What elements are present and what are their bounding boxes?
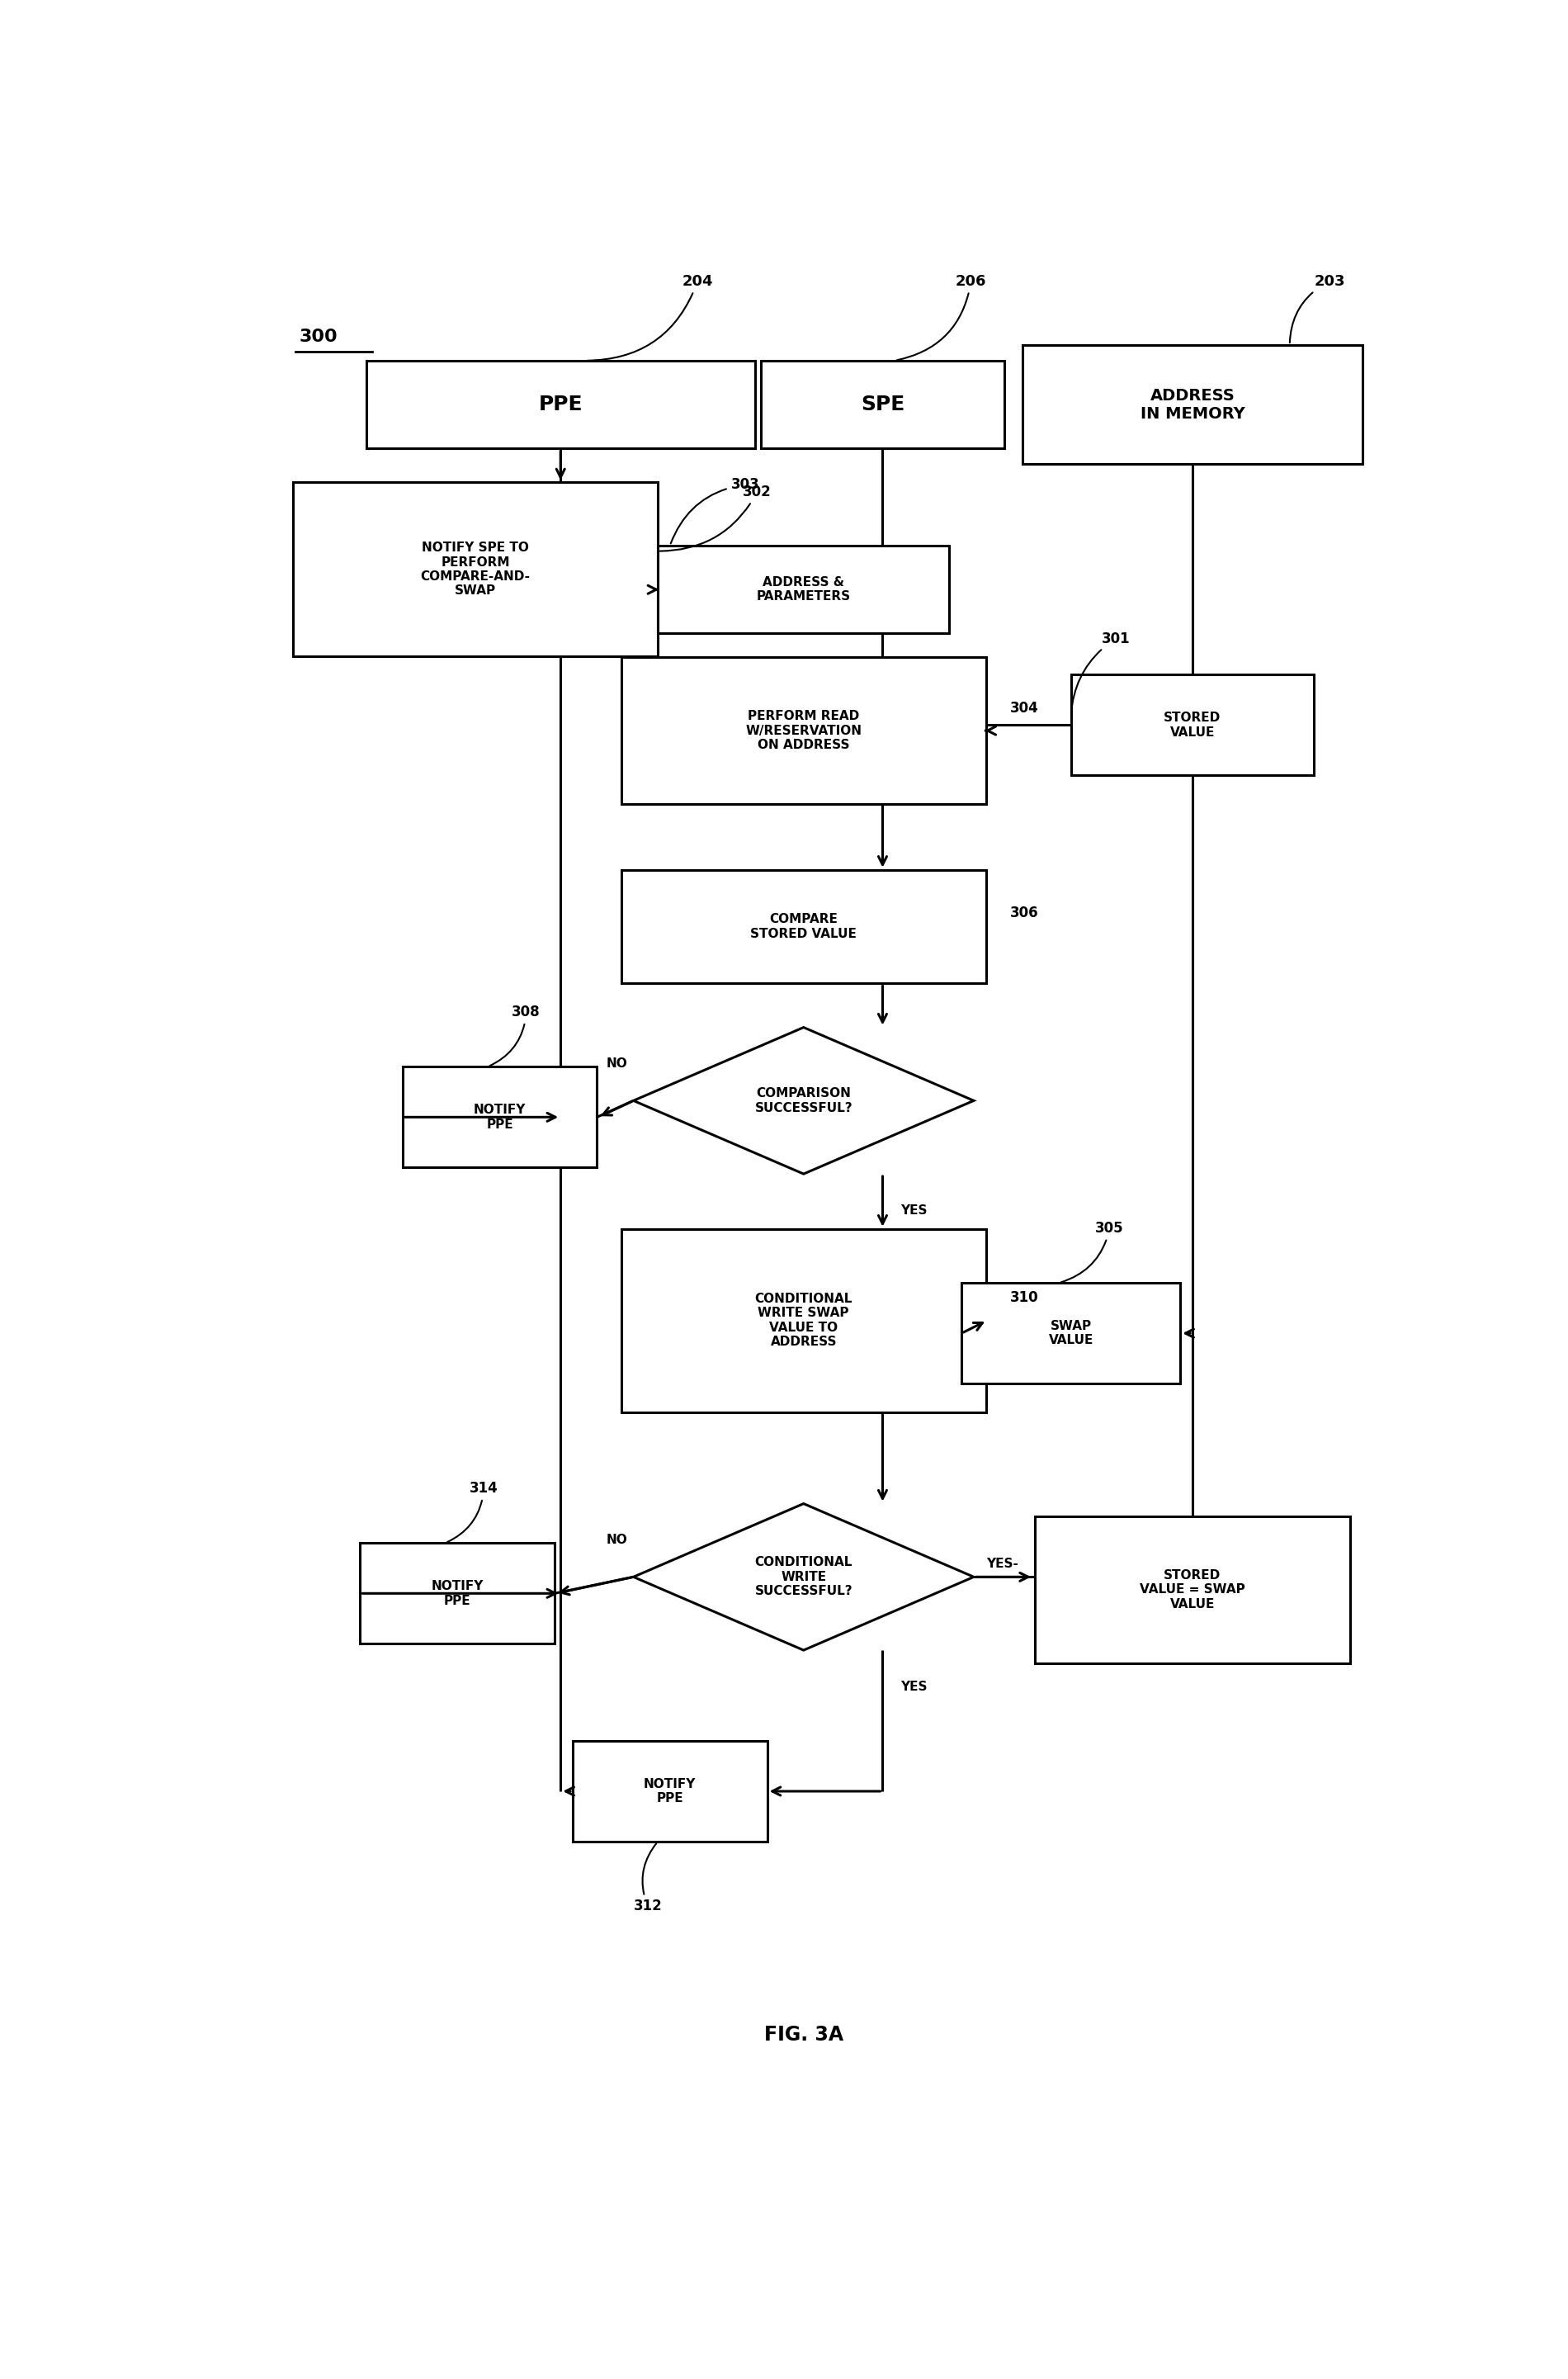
Text: 301: 301 — [1071, 630, 1131, 714]
FancyBboxPatch shape — [293, 483, 659, 657]
FancyBboxPatch shape — [961, 1282, 1181, 1385]
Polygon shape — [633, 1028, 974, 1173]
Text: SWAP
VALUE: SWAP VALUE — [1049, 1320, 1093, 1347]
Text: 306: 306 — [1010, 906, 1038, 921]
Text: 300: 300 — [299, 328, 337, 345]
Text: NOTIFY SPE TO
PERFORM
COMPARE-AND-
SWAP: NOTIFY SPE TO PERFORM COMPARE-AND- SWAP — [420, 542, 530, 597]
Text: CONDITIONAL
WRITE
SUCCESSFUL?: CONDITIONAL WRITE SUCCESSFUL? — [754, 1556, 853, 1596]
Text: NOTIFY
PPE: NOTIFY PPE — [644, 1777, 696, 1806]
FancyBboxPatch shape — [621, 657, 986, 804]
FancyBboxPatch shape — [403, 1066, 597, 1168]
FancyBboxPatch shape — [760, 362, 1004, 450]
Polygon shape — [633, 1504, 974, 1651]
Text: FIG. 3A: FIG. 3A — [764, 2025, 844, 2046]
FancyBboxPatch shape — [365, 362, 754, 450]
Text: CONDITIONAL
WRITE SWAP
VALUE TO
ADDRESS: CONDITIONAL WRITE SWAP VALUE TO ADDRESS — [754, 1292, 853, 1349]
Text: 304: 304 — [1010, 702, 1040, 716]
FancyBboxPatch shape — [572, 1741, 767, 1841]
Text: 203: 203 — [1290, 274, 1345, 343]
Text: STORED
VALUE: STORED VALUE — [1163, 711, 1221, 737]
Text: ADDRESS
IN MEMORY: ADDRESS IN MEMORY — [1140, 388, 1245, 421]
Text: 302: 302 — [660, 485, 771, 552]
Text: 314: 314 — [447, 1482, 499, 1542]
Text: COMPARE
STORED VALUE: COMPARE STORED VALUE — [751, 914, 856, 940]
Text: YES: YES — [900, 1204, 928, 1216]
Text: YES-: YES- — [986, 1558, 1018, 1570]
Text: 206: 206 — [897, 274, 986, 359]
Text: 303: 303 — [671, 478, 759, 542]
Text: YES: YES — [900, 1680, 928, 1694]
Text: NO: NO — [607, 1059, 627, 1071]
FancyBboxPatch shape — [621, 871, 986, 983]
Text: 204: 204 — [586, 274, 713, 362]
Text: 308: 308 — [489, 1004, 541, 1066]
Text: 305: 305 — [1062, 1220, 1124, 1282]
Text: SPE: SPE — [861, 395, 905, 414]
FancyBboxPatch shape — [1022, 345, 1363, 464]
Text: STORED
VALUE = SWAP
VALUE: STORED VALUE = SWAP VALUE — [1140, 1570, 1245, 1611]
FancyBboxPatch shape — [659, 545, 950, 633]
Text: 310: 310 — [1010, 1289, 1038, 1306]
FancyBboxPatch shape — [1035, 1515, 1350, 1663]
Text: PPE: PPE — [538, 395, 583, 414]
Text: COMPARISON
SUCCESSFUL?: COMPARISON SUCCESSFUL? — [754, 1087, 853, 1113]
FancyBboxPatch shape — [1071, 676, 1314, 776]
Text: PERFORM READ
W/RESERVATION
ON ADDRESS: PERFORM READ W/RESERVATION ON ADDRESS — [745, 709, 862, 752]
Text: 312: 312 — [633, 1844, 662, 1913]
Text: NOTIFY
PPE: NOTIFY PPE — [474, 1104, 525, 1130]
Text: NO: NO — [607, 1534, 627, 1546]
Text: ADDRESS &
PARAMETERS: ADDRESS & PARAMETERS — [756, 576, 851, 602]
Text: NOTIFY
PPE: NOTIFY PPE — [431, 1580, 483, 1606]
FancyBboxPatch shape — [361, 1544, 555, 1644]
FancyBboxPatch shape — [621, 1230, 986, 1413]
